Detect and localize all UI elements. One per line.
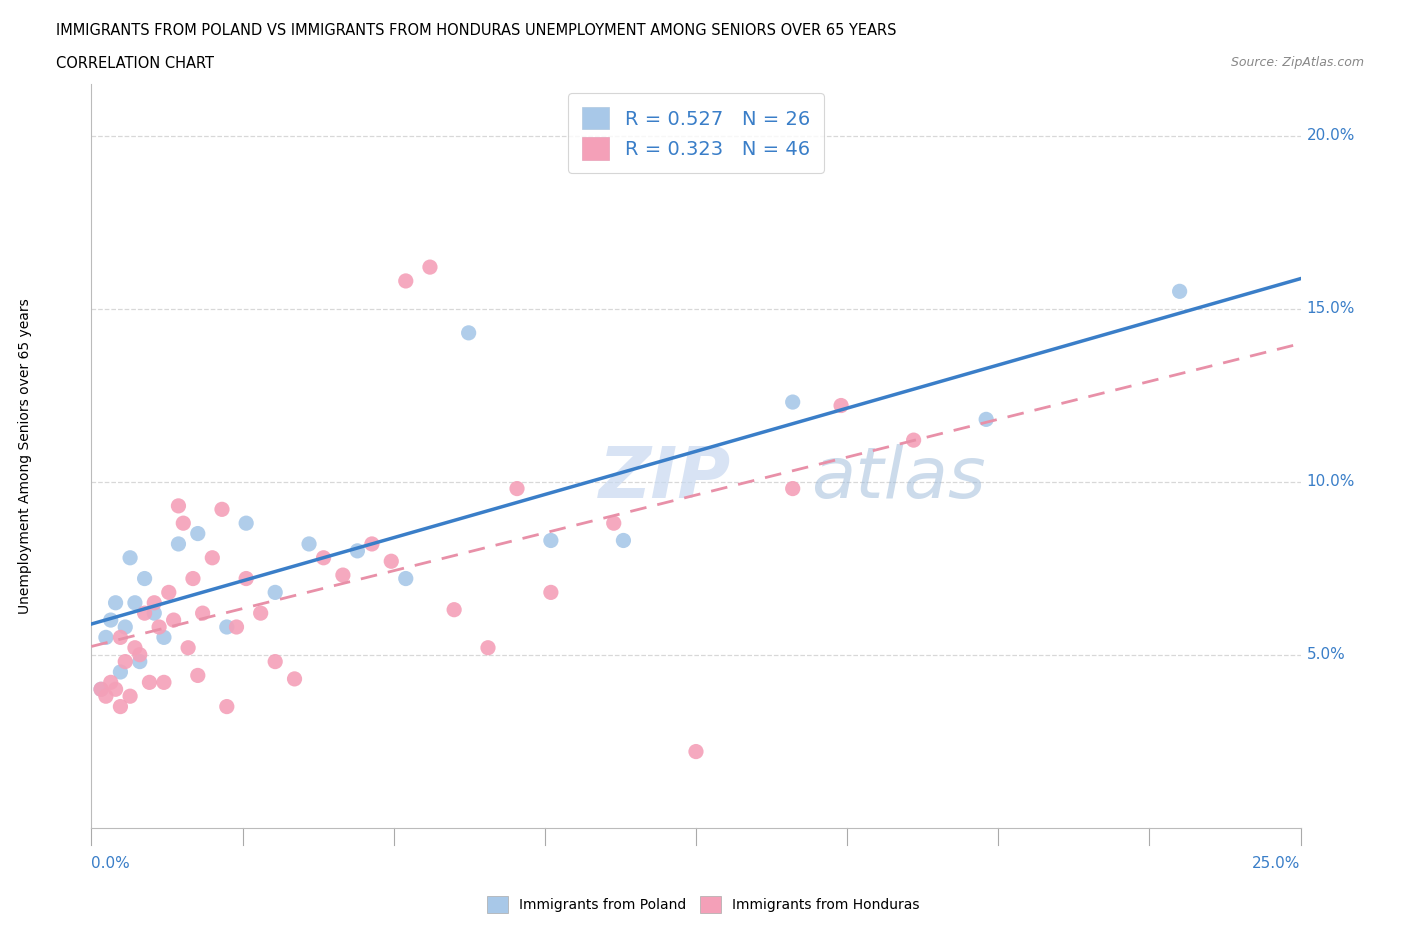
Point	[685, 744, 707, 759]
Point	[201, 551, 224, 565]
Point	[782, 481, 804, 496]
Point	[172, 516, 194, 531]
Point	[94, 689, 117, 704]
Point	[235, 571, 257, 586]
Point	[110, 630, 132, 644]
Text: 20.0%: 20.0%	[1306, 128, 1355, 143]
Point	[830, 398, 852, 413]
Text: 5.0%: 5.0%	[1306, 647, 1346, 662]
Point	[153, 630, 176, 644]
Text: 0.0%: 0.0%	[91, 856, 131, 871]
Point	[312, 551, 335, 565]
Point	[187, 668, 209, 683]
Text: atlas: atlas	[811, 444, 986, 512]
Point	[100, 675, 122, 690]
Point	[134, 605, 156, 620]
Point	[177, 641, 200, 656]
Point	[419, 259, 441, 274]
Point	[148, 619, 170, 634]
Text: 25.0%: 25.0%	[1253, 856, 1301, 871]
Point	[346, 543, 368, 558]
Point	[540, 533, 562, 548]
Point	[443, 603, 465, 618]
Point	[138, 675, 160, 690]
Point	[143, 595, 166, 610]
Point	[90, 682, 112, 697]
Point	[181, 571, 204, 586]
Point	[235, 516, 257, 531]
Point	[215, 619, 238, 634]
Point	[100, 613, 122, 628]
Text: CORRELATION CHART: CORRELATION CHART	[56, 56, 214, 71]
Point	[215, 699, 238, 714]
Text: IMMIGRANTS FROM POLAND VS IMMIGRANTS FROM HONDURAS UNEMPLOYMENT AMONG SENIORS OV: IMMIGRANTS FROM POLAND VS IMMIGRANTS FRO…	[56, 23, 897, 38]
Point	[457, 326, 479, 340]
Point	[361, 537, 384, 551]
Point	[143, 605, 166, 620]
Point	[225, 619, 247, 634]
Text: Unemployment Among Seniors over 65 years: Unemployment Among Seniors over 65 years	[18, 298, 32, 614]
Point	[90, 682, 112, 697]
Point	[134, 571, 156, 586]
Point	[506, 481, 529, 496]
Point	[903, 432, 925, 447]
Point	[612, 533, 634, 548]
Point	[167, 537, 190, 551]
Point	[157, 585, 180, 600]
Point	[162, 613, 184, 628]
Legend: R = 0.527   N = 26, R = 0.323   N = 46: R = 0.527 N = 26, R = 0.323 N = 46	[568, 93, 824, 173]
Point	[128, 654, 150, 669]
Text: ZIP: ZIP	[599, 444, 731, 512]
Point	[264, 654, 287, 669]
Text: Source: ZipAtlas.com: Source: ZipAtlas.com	[1230, 56, 1364, 69]
Point	[94, 630, 117, 644]
Point	[395, 571, 418, 586]
Point	[124, 595, 146, 610]
Point	[380, 553, 402, 568]
Point	[124, 641, 146, 656]
Point	[477, 641, 499, 656]
Point	[167, 498, 190, 513]
Point	[395, 273, 418, 288]
Point	[128, 647, 150, 662]
Point	[974, 412, 997, 427]
Point	[191, 605, 214, 620]
Point	[1168, 284, 1191, 299]
Point	[332, 567, 354, 582]
Point	[120, 551, 142, 565]
Point	[153, 675, 176, 690]
Point	[540, 585, 562, 600]
Point	[187, 526, 209, 541]
Point	[782, 394, 804, 409]
Legend: Immigrants from Poland, Immigrants from Honduras: Immigrants from Poland, Immigrants from …	[481, 890, 925, 919]
Point	[603, 516, 626, 531]
Text: 15.0%: 15.0%	[1306, 301, 1355, 316]
Point	[298, 537, 321, 551]
Point	[110, 665, 132, 680]
Point	[211, 502, 233, 517]
Point	[104, 682, 127, 697]
Point	[104, 595, 127, 610]
Point	[110, 699, 132, 714]
Point	[264, 585, 287, 600]
Point	[249, 605, 271, 620]
Point	[283, 671, 305, 686]
Point	[114, 654, 136, 669]
Point	[120, 689, 142, 704]
Point	[114, 619, 136, 634]
Text: 10.0%: 10.0%	[1306, 474, 1355, 489]
